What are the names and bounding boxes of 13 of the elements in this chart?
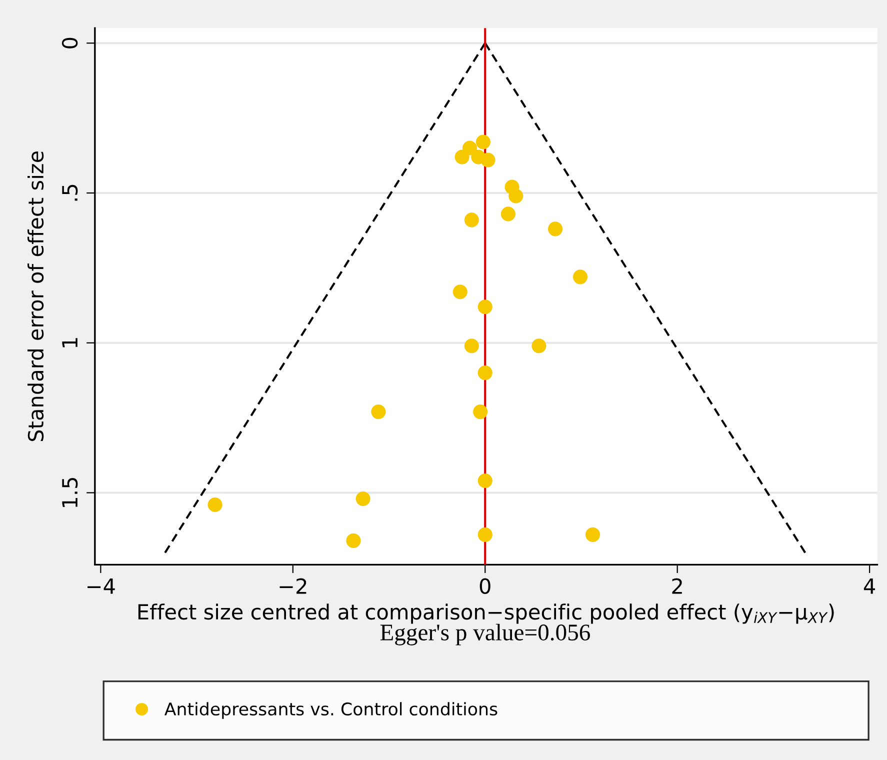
y-tick-label: 1 (62, 338, 78, 348)
x-tick-label: 0 (480, 578, 490, 594)
y-axis-title: Standard error of effect size (28, 151, 44, 442)
x-tick-label: 4 (864, 578, 876, 594)
legend-label: Antidepressants vs. Control conditions (164, 702, 498, 719)
text: Egger's p value=0.056 (380, 624, 590, 646)
y-tick-label: 1.5 (62, 478, 78, 508)
y-tick-label: .5 (62, 184, 78, 201)
x-tick-label: −4 (88, 578, 115, 594)
x-tick-label: 2 (672, 578, 682, 594)
x-axis-title: Effect size centred at comparison−specific pooled effect (y$_{iXY}$−μ$_{XY}$) (138, 604, 834, 624)
x-tick-label: −2 (280, 578, 306, 594)
y-tick-label: 0 (62, 38, 78, 48)
